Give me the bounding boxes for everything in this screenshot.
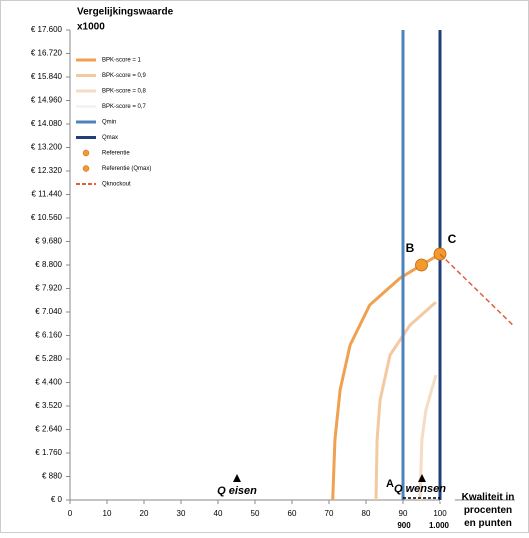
y-tick-label: € 9.680 [35, 237, 62, 246]
y-tick-label: € 6.160 [35, 331, 62, 340]
y-tick-label: € 7.920 [35, 284, 62, 293]
y-tick-label: € 14.960 [31, 96, 63, 105]
legend-swatch [82, 149, 90, 157]
x-tick-label: 30 [177, 509, 186, 518]
arrow [233, 474, 241, 482]
y-tick-label: € 10.560 [31, 213, 63, 222]
y-tick-label: € 16.720 [31, 49, 63, 58]
x-tick-label: 50 [251, 509, 260, 518]
legend-label: Referentie (Qmax) [102, 166, 151, 172]
y-tick-label: € 15.840 [31, 72, 63, 81]
reference-point [415, 258, 428, 272]
chart-subtitle: x1000 [77, 22, 105, 33]
x-tick-label: 10 [103, 509, 112, 518]
y-tick-label: € 7.040 [35, 307, 62, 316]
annotation: 900 [397, 521, 411, 530]
legend-label: Qknockout [102, 182, 131, 188]
y-tick-label: € 11.440 [31, 190, 62, 199]
y-tick-label: € 2.640 [35, 425, 62, 434]
annotation: Q wensen [394, 483, 446, 495]
legend-label: BPK-score = 0,8 [102, 89, 147, 95]
legend-label: BPK-score = 1 [102, 58, 142, 64]
x-tick-label: 90 [399, 509, 408, 518]
series-line [418, 374, 438, 501]
legend-label: BPK-score = 0,7 [102, 104, 147, 110]
x-axis-title: Kwaliteit in procenten en punten [462, 492, 515, 529]
y-tick-label: € 13.200 [31, 143, 63, 152]
y-tick-label: € 17.600 [31, 25, 63, 34]
legend-label: Qmin [102, 120, 116, 126]
legend-swatch [82, 165, 90, 172]
x-tick-label: 40 [214, 509, 223, 518]
series-line [439, 253, 514, 326]
x-tick-label: 60 [288, 509, 297, 518]
annotation: C [448, 232, 457, 246]
legend-label: Referentie [102, 151, 130, 157]
x-tick-label: 20 [140, 509, 149, 518]
y-tick-label: € 880 [42, 472, 63, 481]
series-line [374, 300, 437, 501]
y-tick-label: € 4.400 [35, 378, 62, 387]
arrow [418, 474, 426, 482]
y-tick-label: € 3.520 [35, 401, 62, 410]
y-tick-label: € 14.080 [31, 119, 63, 128]
annotation: Q eisen [217, 485, 257, 497]
x-tick-label: 100 [433, 509, 447, 518]
annotation: A [386, 478, 394, 490]
annotation: 1.000 [429, 521, 450, 530]
chart-title: Vergelijkingswaarde [77, 7, 174, 18]
x-tick-label: 0 [68, 509, 73, 518]
x-tick-label: 80 [362, 509, 371, 518]
y-tick-label: € 1.760 [35, 448, 62, 457]
annotation: B [406, 241, 415, 255]
y-tick-label: € 0 [51, 495, 63, 504]
y-tick-label: € 5.280 [35, 354, 62, 363]
x-tick-label: 70 [325, 509, 334, 518]
y-tick-label: € 8.800 [35, 260, 62, 269]
legend-label: Qmax [102, 135, 118, 141]
legend-label: BPK-score = 0,9 [102, 73, 147, 79]
y-tick-label: € 12.320 [31, 166, 63, 175]
